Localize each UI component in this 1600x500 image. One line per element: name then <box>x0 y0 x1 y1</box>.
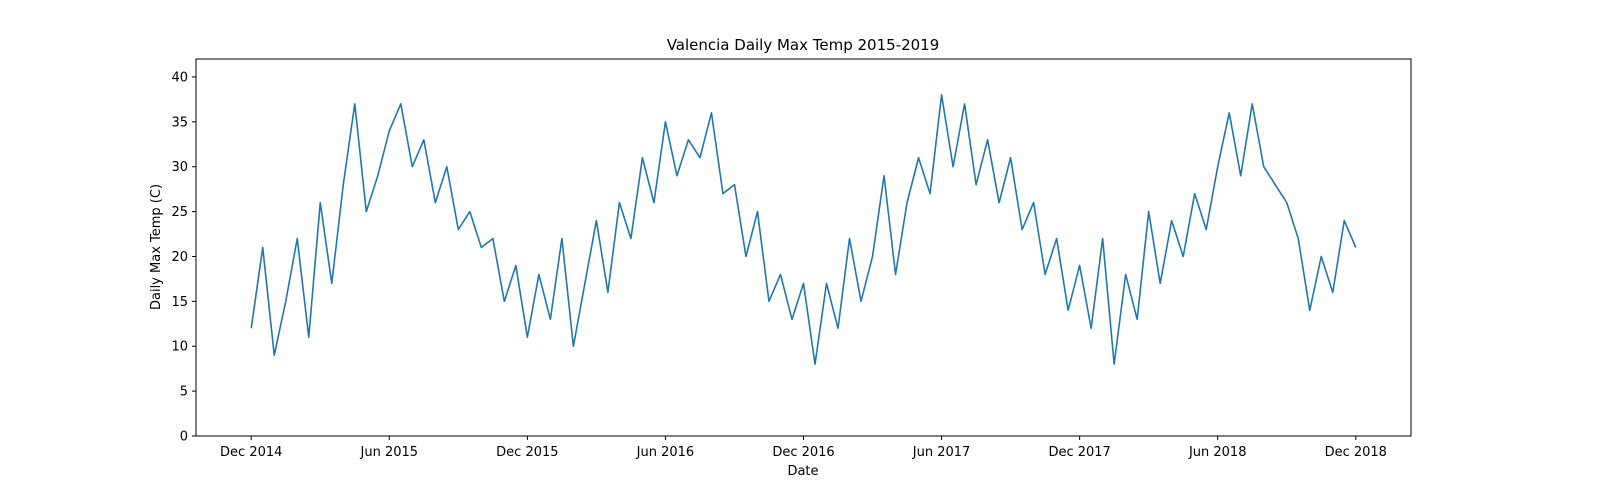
y-axis-label: Daily Max Temp (C) <box>149 184 164 310</box>
y-tick-label: 35 <box>171 115 188 130</box>
y-tick-label: 20 <box>171 250 188 265</box>
y-tick-label: 5 <box>180 385 188 400</box>
y-tick-label: 40 <box>171 70 188 85</box>
x-tick-label: Dec 2015 <box>496 445 558 460</box>
x-axis-label: Date <box>787 464 818 479</box>
y-tick-label: 0 <box>180 430 188 445</box>
y-tick-label: 25 <box>171 205 188 220</box>
x-tick-label: Dec 2014 <box>220 445 282 460</box>
x-tick-label: Dec 2017 <box>1048 445 1110 460</box>
x-tick-label: Dec 2016 <box>772 445 834 460</box>
y-tick-label: 10 <box>171 340 188 355</box>
x-tick-label: Jun 2016 <box>636 445 695 460</box>
y-tick-label: 30 <box>171 160 188 175</box>
data-line <box>250 94 1357 365</box>
x-tick-label: Jun 2015 <box>360 445 419 460</box>
x-tick-label: Jun 2017 <box>912 445 971 460</box>
chart-title: Valencia Daily Max Temp 2015-2019 <box>667 36 940 54</box>
x-tick-label: Dec 2018 <box>1325 445 1387 460</box>
x-tick-label: Jun 2018 <box>1188 445 1247 460</box>
y-tick-label: 15 <box>171 295 188 310</box>
